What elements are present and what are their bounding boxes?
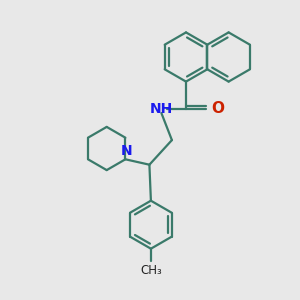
Text: NH: NH xyxy=(150,102,173,116)
Text: O: O xyxy=(212,101,224,116)
Text: N: N xyxy=(121,144,132,158)
Text: CH₃: CH₃ xyxy=(140,264,162,277)
